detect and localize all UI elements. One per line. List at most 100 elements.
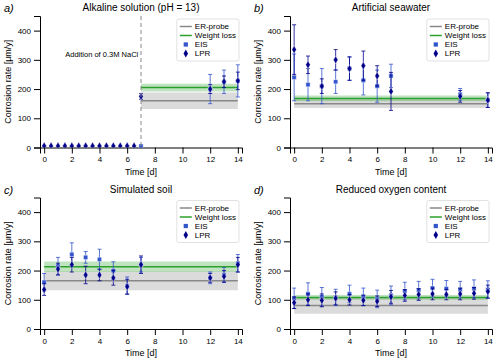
marker: [347, 296, 352, 304]
tick: 6: [125, 329, 130, 346]
tick-mark: [284, 241, 290, 242]
tick: 8: [153, 148, 158, 165]
legend-entry: Weight loss: [180, 31, 236, 40]
error-bar: [125, 279, 129, 294]
error-bar: [222, 76, 226, 88]
tick: 14: [484, 329, 493, 346]
marker: [90, 142, 95, 147]
tick-mark: [284, 148, 290, 149]
error-bar: [361, 51, 365, 80]
x-axis-title: Time [d]: [375, 167, 407, 177]
error-bar: [458, 91, 462, 103]
marker: [132, 142, 137, 147]
tick-mark: [284, 329, 290, 330]
chart-root: 0 2 4 6 8 10 12 14 0100200300400 Addition of 0.3M…: [0, 0, 500, 363]
tick-mark: [433, 148, 434, 154]
x-axis-title: Time [d]: [125, 167, 157, 177]
marker: [56, 142, 61, 147]
marker: [42, 142, 47, 147]
tick: 4: [348, 148, 353, 165]
error-bar: [84, 252, 88, 264]
tick-mark: [405, 148, 406, 154]
tick: 12: [456, 148, 465, 165]
tick-mark: [377, 329, 378, 335]
tick-label: 4: [98, 155, 103, 164]
annotation: Addition of 0.3M NaCl: [65, 50, 138, 59]
series: [42, 243, 240, 295]
error-bar: [486, 285, 490, 298]
tick-mark: [44, 148, 45, 154]
legend-label: ER-probe: [445, 204, 480, 213]
axis-line: [34, 17, 41, 149]
legend-swatch: [430, 216, 442, 218]
tick: 400: [18, 208, 40, 217]
y-axis: 0100200300400: [18, 17, 41, 153]
tick-label: 12: [456, 155, 465, 164]
title: Reduced oxygen content: [336, 184, 447, 195]
marker: [306, 61, 311, 69]
tick-label: 8: [153, 337, 158, 346]
marker: [104, 142, 109, 147]
legend-swatch: [430, 35, 442, 37]
tick-label: 300: [268, 56, 282, 65]
legend-label: Weight loss: [445, 31, 486, 40]
error-bar: [306, 294, 310, 306]
y-axis-title: Corrosion rate [μm/y]: [3, 40, 13, 124]
marker: [292, 75, 296, 79]
series: [292, 279, 490, 308]
tick-label: 12: [206, 337, 215, 346]
tick-mark: [433, 329, 434, 335]
tick-label: 400: [268, 208, 282, 217]
marker: [139, 261, 144, 269]
error-bar: [222, 268, 226, 283]
axis-line: [284, 17, 291, 149]
marker: [70, 261, 75, 269]
panel: 024681012140100200300400Simulated soilc)…: [3, 184, 243, 359]
tick-label: 0: [292, 337, 297, 346]
tick-label: 10: [179, 337, 188, 346]
error-bar: [70, 257, 74, 272]
marker: [292, 46, 297, 54]
legend-entry: LPR: [434, 49, 461, 58]
tick-label: 400: [18, 208, 32, 217]
panel: 024681012140100200300400Reduced oxygen c…: [253, 184, 493, 359]
tick-label: 10: [429, 337, 438, 346]
marker: [208, 274, 213, 282]
tick-label: 300: [18, 237, 32, 246]
tick: 0: [292, 329, 297, 346]
tick-label: 400: [268, 27, 282, 36]
panel-label: c): [4, 184, 14, 196]
legend-entry: EIS: [434, 222, 458, 231]
marker: [472, 289, 477, 297]
tick-mark: [488, 148, 489, 154]
legend-box: [427, 201, 489, 243]
marker: [292, 299, 297, 307]
tick: 2: [320, 329, 325, 346]
error-bar: [292, 25, 296, 75]
tick-label: 8: [153, 155, 158, 164]
tick-mark: [284, 300, 290, 301]
tick-label: 14: [234, 155, 243, 164]
tick-mark: [349, 329, 350, 335]
tick-label: 100: [18, 114, 32, 123]
tick: 0: [42, 148, 47, 165]
marker: [306, 296, 311, 304]
legend-entry: ER-probe: [430, 204, 480, 213]
legend-swatch: [180, 26, 192, 28]
tick-mark: [284, 60, 290, 61]
marker: [389, 87, 394, 95]
marker: [347, 65, 352, 73]
marker: [375, 297, 380, 305]
error-bar: [486, 93, 490, 108]
marker: [125, 283, 130, 291]
error-bar: [320, 79, 324, 94]
legend-swatch: [434, 50, 439, 58]
legend-box: [427, 19, 489, 61]
plot-area: 024681012140100200300400Artificial seawa…: [253, 2, 493, 177]
series: [139, 65, 240, 148]
tick-mark: [34, 300, 40, 301]
marker: [222, 272, 227, 280]
legend-entry: ER-probe: [430, 22, 480, 31]
tick-mark: [72, 329, 73, 335]
legend-label: EIS: [445, 40, 458, 49]
